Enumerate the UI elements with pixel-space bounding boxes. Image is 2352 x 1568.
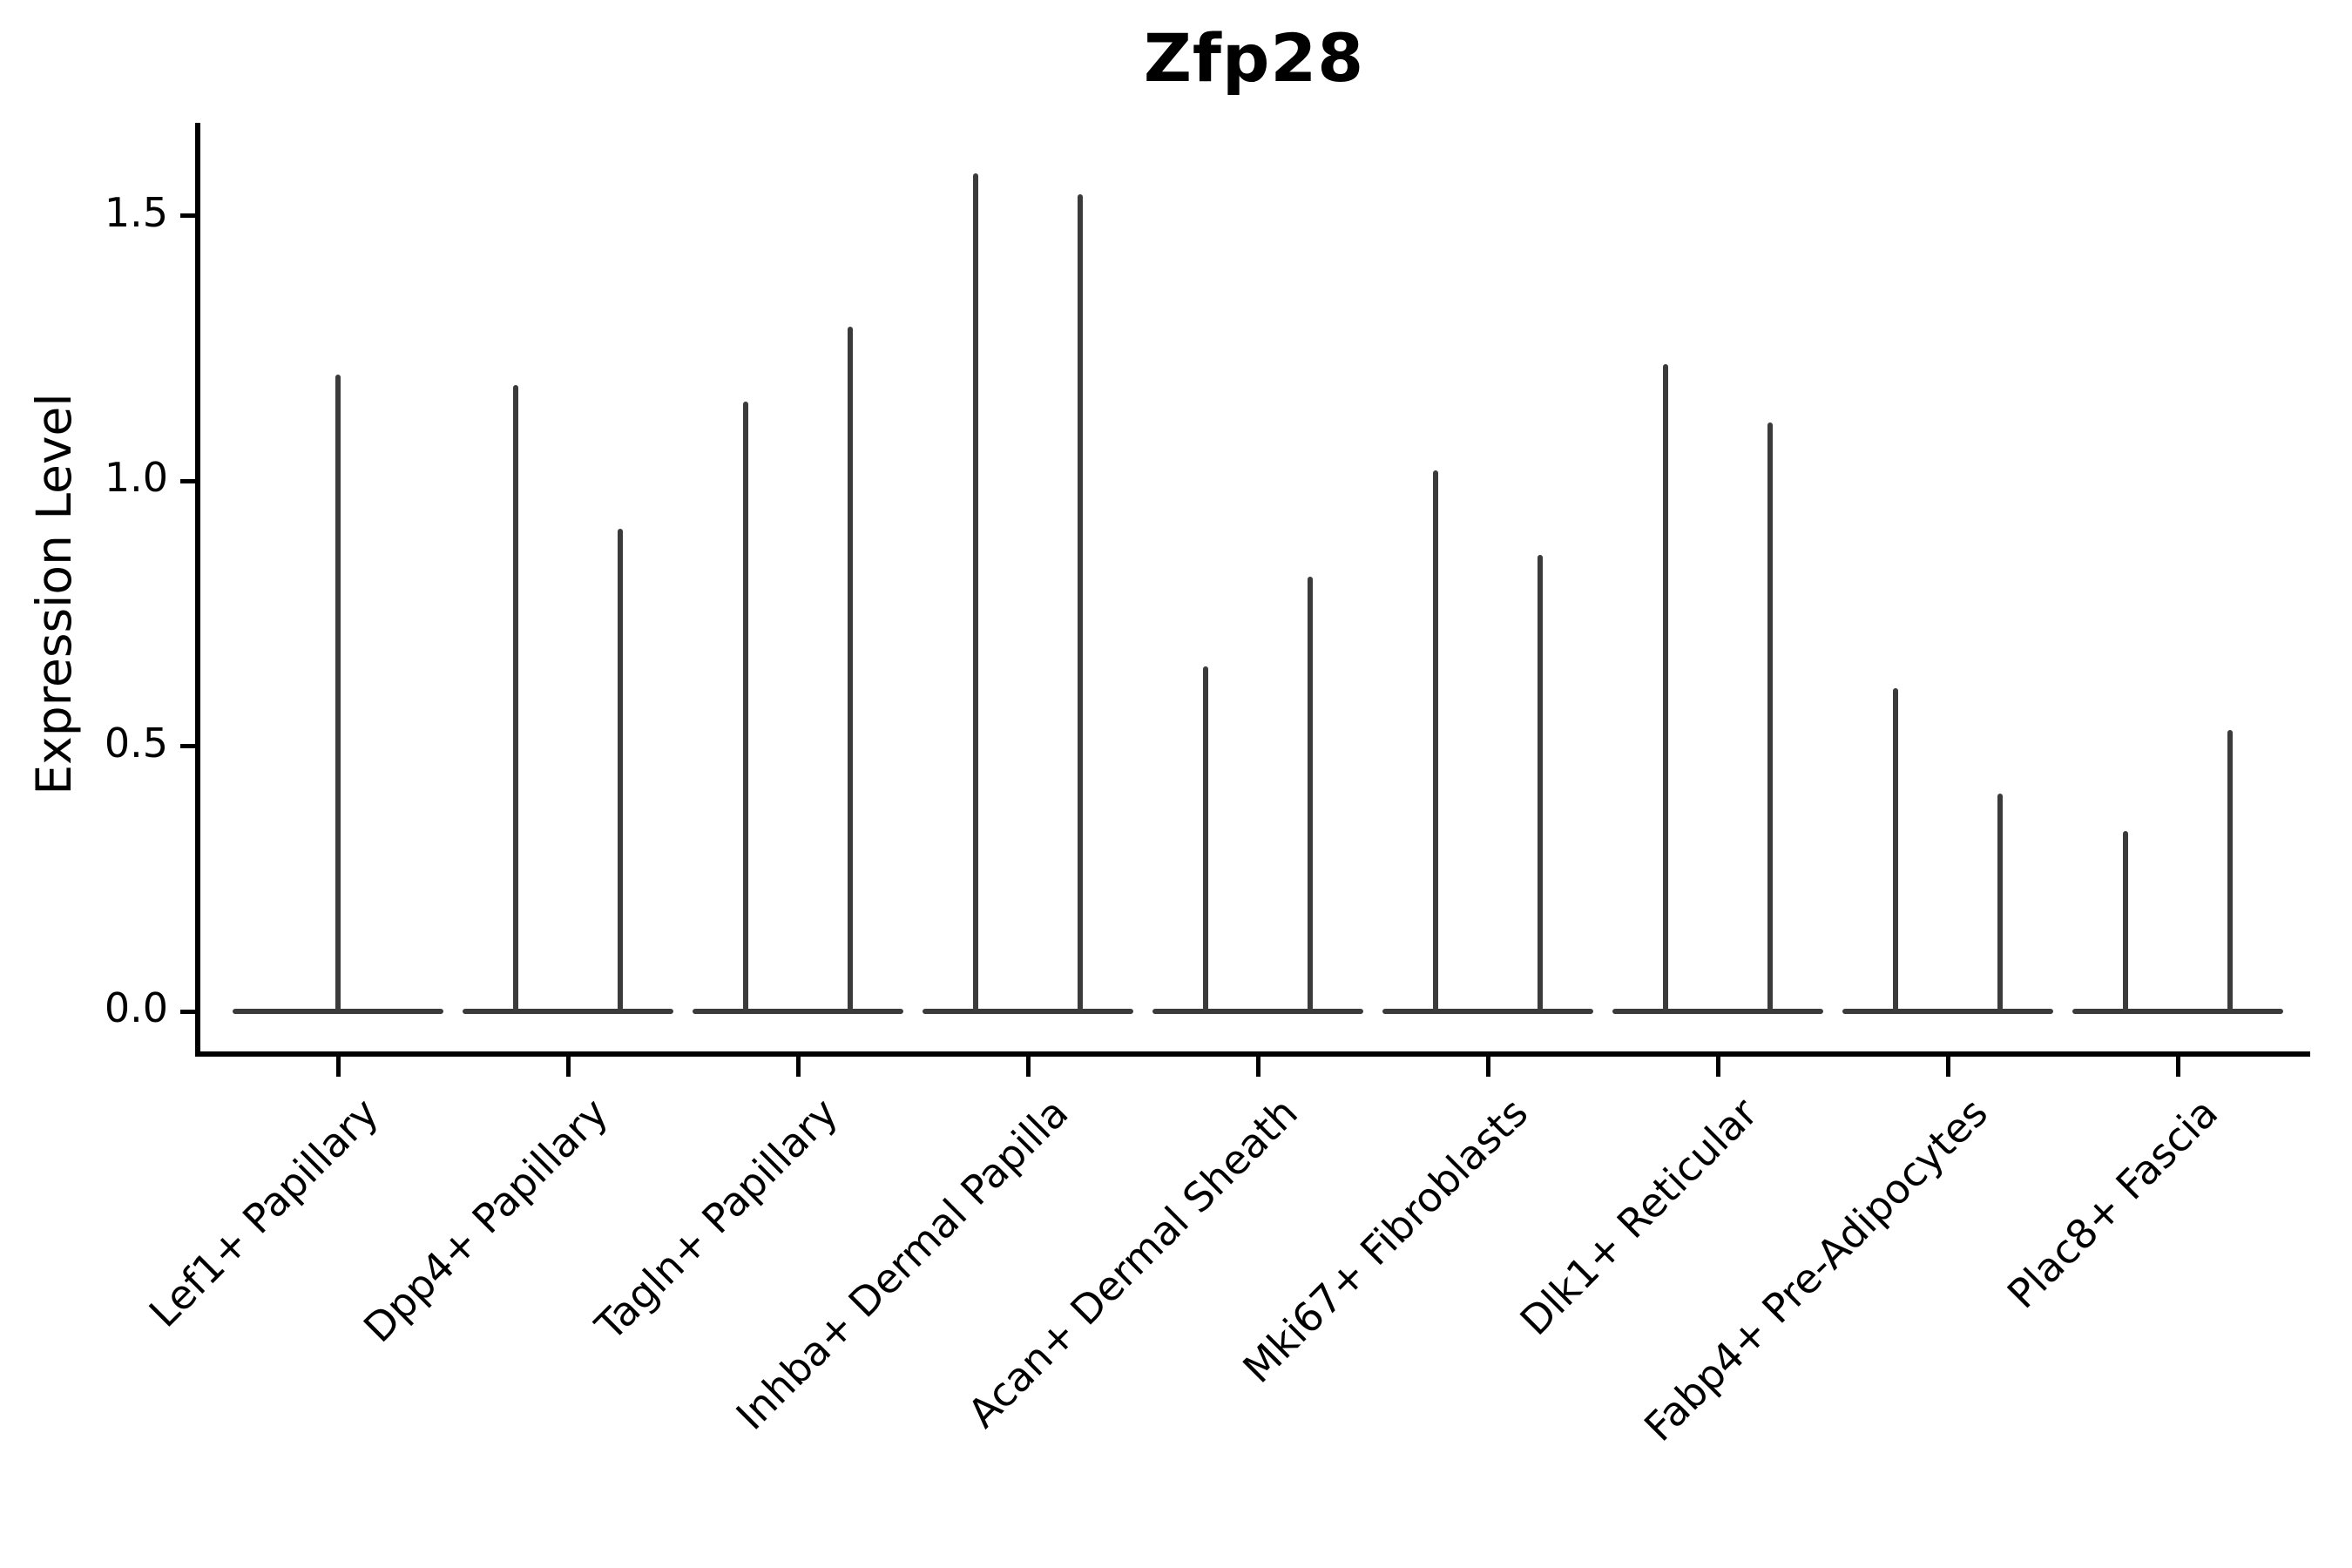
y-tick-mark	[180, 213, 195, 218]
violin-base	[1612, 1009, 1823, 1014]
violin-needle	[973, 172, 978, 1013]
x-tick-mark	[1945, 1057, 1950, 1077]
violin-base	[1382, 1009, 1593, 1014]
chart-title: Zfp28	[1143, 19, 1365, 97]
violin-needle	[743, 401, 748, 1013]
x-tick-label: Tagln+ Papillary	[586, 1089, 848, 1349]
violin-needle	[2123, 830, 2128, 1013]
violin-needle	[1538, 555, 1543, 1013]
violin-base	[923, 1009, 1133, 1014]
y-tick-mark	[180, 744, 195, 748]
violin-needle	[1893, 687, 1898, 1013]
violin-needle	[335, 375, 341, 1013]
violin-needle	[513, 385, 518, 1013]
x-tick-mark	[1255, 1057, 1260, 1077]
y-tick-label: 1.5	[104, 188, 168, 236]
violin-needle	[1997, 794, 2003, 1013]
y-tick-mark	[180, 1009, 195, 1014]
violin-needle	[1078, 194, 1083, 1013]
violin-base	[2072, 1009, 2283, 1014]
x-tick-mark	[795, 1057, 801, 1077]
y-tick-label: 0.5	[104, 719, 168, 767]
x-tick-label: Dlk1+ Reticular	[1511, 1089, 1767, 1345]
violin-needle	[1433, 470, 1438, 1013]
violin-needle	[848, 327, 853, 1013]
violin-base	[463, 1009, 673, 1014]
x-tick-mark	[2175, 1057, 2180, 1077]
violin-base	[1152, 1009, 1363, 1014]
x-tick-label: Lef1+ Papillary	[139, 1089, 388, 1336]
violin-needle	[1308, 576, 1313, 1013]
violin-needle	[618, 528, 623, 1013]
violin-needle	[1663, 364, 1668, 1013]
violin-needle	[1203, 666, 1208, 1013]
x-tick-mark	[335, 1057, 341, 1077]
y-tick-mark	[180, 478, 195, 483]
x-tick-mark	[565, 1057, 571, 1077]
x-tick-label: Dpp4+ Papillary	[354, 1089, 618, 1352]
y-axis-spine	[195, 123, 200, 1057]
violin-needle	[1767, 422, 1773, 1013]
violin-needle	[2227, 730, 2233, 1013]
violin-base	[1842, 1009, 2053, 1014]
x-axis-spine	[195, 1051, 2310, 1057]
x-tick-mark	[1715, 1057, 1720, 1077]
x-tick-mark	[1485, 1057, 1490, 1077]
x-tick-mark	[1025, 1057, 1031, 1077]
violin-base	[693, 1009, 903, 1014]
x-tick-label: Plac8+ Fascia	[1997, 1089, 2227, 1318]
y-tick-label: 0.0	[104, 984, 168, 1031]
y-tick-label: 1.0	[104, 454, 168, 501]
